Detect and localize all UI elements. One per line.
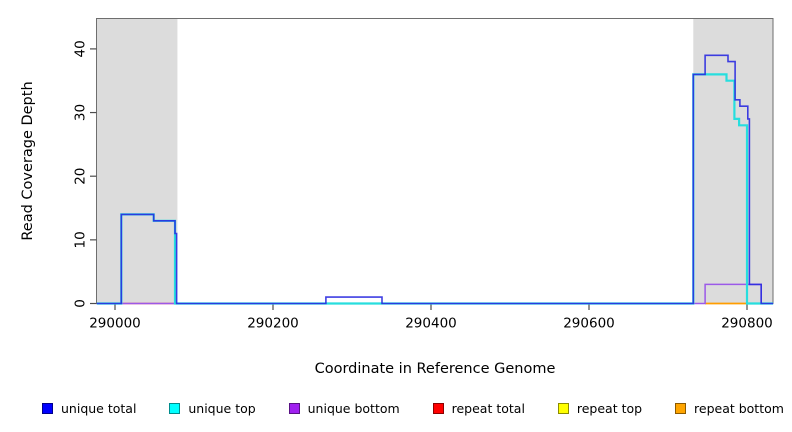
- legend-swatch-unique-bottom: [288, 402, 300, 414]
- x-tick-label: 290800: [721, 316, 773, 332]
- series-line-unique-top: [96, 73, 774, 305]
- series-line-unique-total: [96, 54, 774, 305]
- x-tick-label: 290400: [405, 316, 457, 332]
- legend-label-repeat-bottom: repeat bottom: [694, 400, 784, 416]
- legend-swatch-repeat-total: [432, 402, 444, 414]
- y-tick-label: 0: [73, 299, 89, 308]
- y-tick-label: 40: [73, 40, 89, 57]
- y-tick-label: 20: [73, 168, 89, 185]
- legend-label-repeat-total: repeat total: [451, 400, 525, 416]
- x-tick-label: 290600: [563, 316, 615, 332]
- legend-item-repeat-bottom: repeat bottom: [675, 401, 784, 416]
- legend-item-repeat-top: repeat top: [557, 400, 643, 416]
- x-axis-title: Coordinate in Reference Genome: [314, 361, 556, 377]
- y-tick-label: 10: [73, 231, 89, 248]
- legend-item-unique-bottom: unique bottom: [288, 400, 400, 416]
- legend-label-repeat-top: repeat top: [576, 400, 643, 416]
- legend-swatch-repeat-top: [557, 402, 569, 414]
- x-tick-label: 290200: [247, 316, 299, 332]
- legend-swatch-unique-total: [42, 402, 53, 414]
- legend: unique total unique top unique bottom repea…: [42, 398, 784, 418]
- legend-item-unique-total: unique total: [42, 401, 136, 416]
- legend-swatch-repeat-bottom: [675, 402, 687, 414]
- y-tick-label: 30: [73, 104, 89, 121]
- legend-label-unique-bottom: unique bottom: [307, 400, 400, 416]
- repeat-region-shade: [693, 18, 774, 304]
- legend-label-unique-total: unique total: [61, 400, 137, 416]
- y-axis-title: Read Coverage Depth: [20, 81, 36, 241]
- legend-item-unique-top: unique top: [169, 400, 256, 416]
- legend-swatch-unique-top: [169, 402, 181, 414]
- legend-label-unique-top: unique top: [188, 400, 256, 416]
- repeat-region-shade: [96, 18, 178, 304]
- legend-item-repeat-total: repeat total: [432, 400, 525, 416]
- x-tick-label: 290000: [89, 316, 141, 332]
- series-line-unique-bottom: [96, 283, 774, 305]
- plot-box: [96, 18, 774, 304]
